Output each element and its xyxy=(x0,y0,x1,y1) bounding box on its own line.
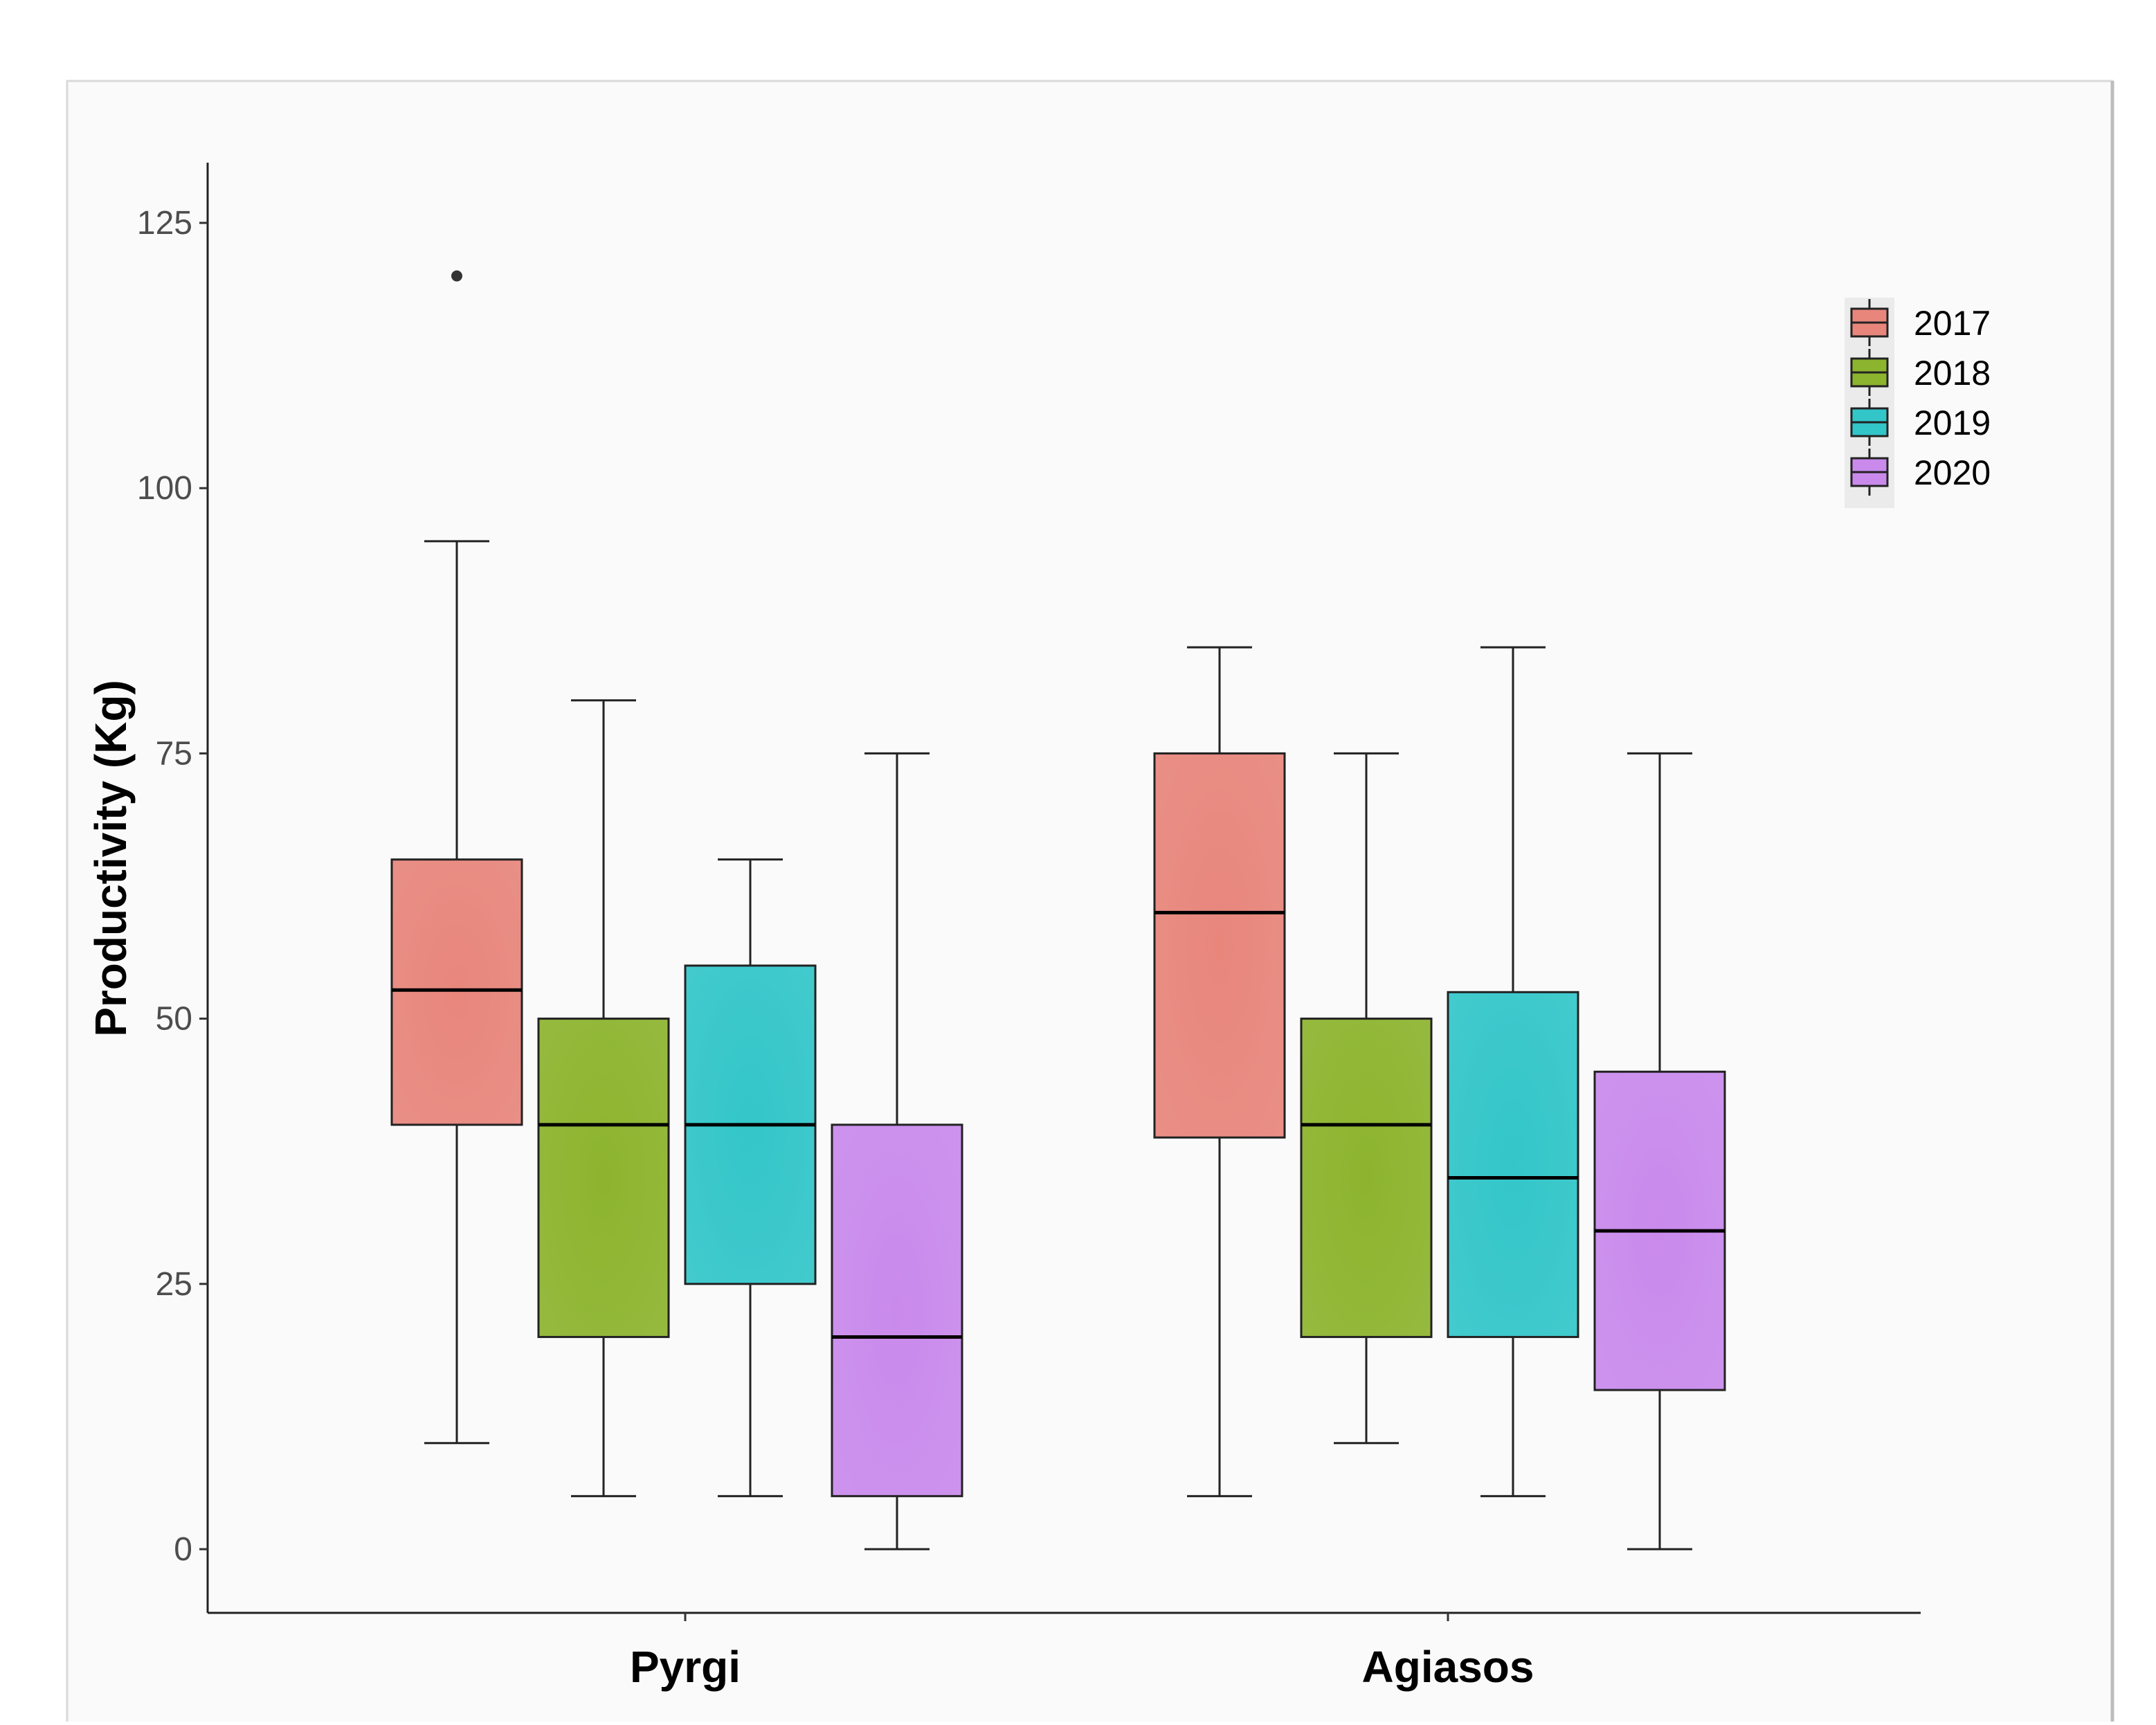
legend-label-2017: 2017 xyxy=(1914,304,1991,343)
x-category-label: Agiasos xyxy=(1362,1642,1534,1692)
legend-label-2019: 2019 xyxy=(1914,404,1991,442)
legend-label-2018: 2018 xyxy=(1914,354,1991,392)
y-axis-title: Productivity (Kg) xyxy=(86,680,136,1037)
y-tick-label: 50 xyxy=(156,1001,192,1038)
box-2019-agiasos xyxy=(1447,991,1579,1338)
y-tick-label: 100 xyxy=(137,470,192,507)
x-category-label: Pyrgi xyxy=(630,1642,741,1692)
y-tick-label: 0 xyxy=(174,1531,192,1568)
box-2017-pyrgi xyxy=(390,858,523,1126)
box-2018-agiasos xyxy=(1300,1018,1433,1338)
y-tick-label: 75 xyxy=(156,735,192,772)
box-2018-pyrgi xyxy=(537,1018,670,1338)
outlier-point xyxy=(451,270,462,282)
legend-label-2020: 2020 xyxy=(1914,453,1991,492)
plot-layer: 0 25 50 75 100 125 Pyrgi Agiasos xyxy=(137,163,1921,1692)
legend: 2017 2018 2019 2020 xyxy=(1845,298,1991,508)
y-tick-label: 25 xyxy=(156,1266,192,1303)
y-tick-label: 125 xyxy=(137,205,192,242)
panel-background xyxy=(66,80,2114,1725)
box-2020-pyrgi xyxy=(831,1123,963,1497)
box-2017-agiasos xyxy=(1153,752,1286,1139)
